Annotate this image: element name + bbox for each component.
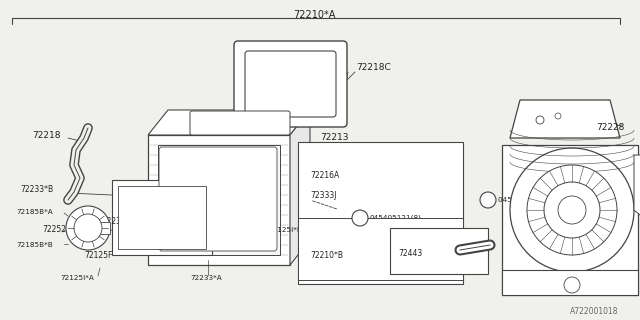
Text: 72228: 72228 xyxy=(596,124,625,132)
Circle shape xyxy=(480,192,496,208)
Bar xyxy=(390,228,488,274)
Circle shape xyxy=(564,277,580,293)
Bar xyxy=(158,145,280,255)
Text: 72125I*A: 72125I*A xyxy=(60,275,94,281)
Bar xyxy=(298,218,463,280)
Text: 045405121(8): 045405121(8) xyxy=(370,215,422,221)
Text: 72216B: 72216B xyxy=(220,226,249,235)
Text: 72213: 72213 xyxy=(320,133,349,142)
Polygon shape xyxy=(502,145,638,295)
Circle shape xyxy=(527,165,617,255)
Circle shape xyxy=(66,206,110,250)
Polygon shape xyxy=(148,135,290,265)
Circle shape xyxy=(558,196,586,224)
Circle shape xyxy=(352,210,368,226)
Text: 72218: 72218 xyxy=(32,131,61,140)
Text: S: S xyxy=(486,197,490,203)
Circle shape xyxy=(510,148,634,272)
Text: 72233*B: 72233*B xyxy=(20,186,53,195)
Text: 72443: 72443 xyxy=(398,250,422,259)
FancyBboxPatch shape xyxy=(190,111,290,135)
Text: 72210*A: 72210*A xyxy=(293,10,335,20)
Text: 72125I*C: 72125I*C xyxy=(220,245,254,251)
Text: 72233*A: 72233*A xyxy=(190,275,221,281)
Text: 72185B*B: 72185B*B xyxy=(16,242,52,248)
Text: 72185B*A: 72185B*A xyxy=(16,209,52,215)
FancyBboxPatch shape xyxy=(245,51,336,117)
Text: 72125F: 72125F xyxy=(84,251,113,260)
Text: 72252: 72252 xyxy=(42,226,66,235)
Text: 72333J: 72333J xyxy=(310,190,337,199)
Bar xyxy=(118,186,206,249)
Bar xyxy=(298,142,463,284)
FancyBboxPatch shape xyxy=(159,147,277,251)
Polygon shape xyxy=(290,110,310,265)
Bar xyxy=(112,180,212,255)
Bar xyxy=(100,222,110,234)
Text: 72210*B: 72210*B xyxy=(310,251,343,260)
Polygon shape xyxy=(634,155,640,215)
Bar xyxy=(502,270,638,295)
Text: 72223A: 72223A xyxy=(97,218,126,227)
Circle shape xyxy=(536,116,544,124)
Text: 72125I*B: 72125I*B xyxy=(268,227,302,233)
Text: A722001018: A722001018 xyxy=(570,308,618,316)
Text: S: S xyxy=(358,215,362,220)
Circle shape xyxy=(555,113,561,119)
Polygon shape xyxy=(148,110,310,135)
Text: 72218C: 72218C xyxy=(356,63,391,73)
Circle shape xyxy=(544,182,600,238)
Circle shape xyxy=(74,214,102,242)
FancyBboxPatch shape xyxy=(234,41,347,127)
Text: 72216A: 72216A xyxy=(310,171,339,180)
Polygon shape xyxy=(510,100,620,138)
Text: 045405121(8 ): 045405121(8 ) xyxy=(498,197,552,203)
